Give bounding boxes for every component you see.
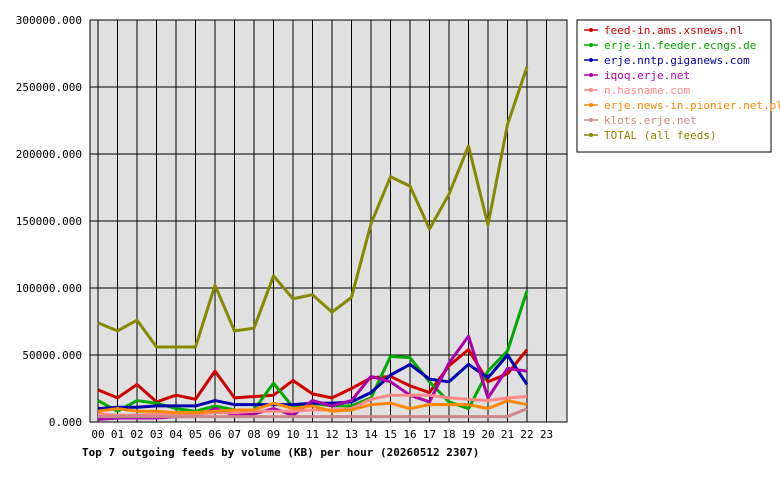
x-tick-label: 19	[462, 428, 475, 441]
x-tick-label: 03	[150, 428, 163, 441]
x-tick-label: 12	[325, 428, 338, 441]
legend-label: erje-in.feeder.ecngs.de	[604, 39, 756, 52]
legend-label: erje.news-in.pionier.net.pl	[604, 99, 780, 112]
legend: feed-in.ams.xsnews.nl erje-in.feeder.ecng…	[576, 19, 780, 153]
x-tick-label: 13	[345, 428, 358, 441]
legend-marker	[589, 118, 593, 122]
x-tick-label: 14	[364, 428, 378, 441]
legend-marker	[589, 88, 593, 92]
y-tick-label: 100000.000	[16, 282, 82, 295]
x-tick-label: 11	[306, 428, 319, 441]
legend-label: TOTAL (all feeds)	[604, 129, 717, 142]
series-line	[97, 393, 528, 417]
x-axis-ticks: 00 01 02 03 04 05 06 07 08 09 10 11 12 13 14 15 16 17 18 19…	[91, 428, 553, 441]
series-line	[98, 407, 528, 419]
legend-label: iqoq.erje.net	[604, 69, 690, 82]
legend-label: n.hasname.com	[604, 84, 690, 97]
grid-horizontal	[90, 86, 567, 356]
y-tick-label: 150000.000	[16, 215, 82, 228]
legend-marker	[589, 58, 593, 62]
legend-label: erje.nntp.giganews.com	[604, 54, 750, 67]
x-tick-label: 21	[501, 428, 514, 441]
x-tick-label: 20	[481, 428, 494, 441]
x-tick-label: 09	[267, 428, 280, 441]
x-tick-label: 06	[208, 428, 221, 441]
x-tick-label: 18	[442, 428, 455, 441]
x-tick-label: 08	[247, 428, 260, 441]
x-tick-label: 17	[423, 428, 436, 441]
legend-label: feed-in.ams.xsnews.nl	[604, 24, 743, 37]
x-tick-label: 23	[540, 428, 553, 441]
legend-box	[576, 19, 772, 153]
x-tick-label: 07	[228, 428, 241, 441]
y-tick-label: 250000.000	[16, 81, 82, 94]
x-tick-label: 00	[91, 428, 104, 441]
x-tick-label: 05	[189, 428, 202, 441]
y-tick-label: 300000.000	[16, 14, 82, 27]
x-tick-label: 01	[111, 428, 124, 441]
legend-marker	[589, 43, 593, 47]
series-line	[97, 348, 529, 404]
series-line	[97, 66, 529, 349]
x-tick-label: 02	[130, 428, 143, 441]
x-tick-label: 16	[403, 428, 416, 441]
x-tick-label: 22	[520, 428, 533, 441]
chart-title: Top 7 outgoing feeds by volume (KB) per …	[82, 446, 479, 459]
y-tick-label: 200000.000	[16, 148, 82, 161]
series-lines	[97, 66, 529, 421]
series-line	[97, 353, 529, 411]
legend-label: klots.erje.net	[604, 114, 697, 127]
legend-marker	[589, 103, 593, 107]
y-axis-ticks: 0.000 50000.000 100000.000 150000.000 200000…	[16, 14, 82, 429]
series-line	[97, 399, 528, 415]
x-tick-label: 10	[286, 428, 299, 441]
legend-marker	[589, 28, 593, 32]
legend-marker	[589, 73, 593, 77]
y-tick-label: 50000.000	[22, 349, 82, 362]
legend-marker	[589, 133, 593, 137]
x-tick-label: 04	[169, 428, 183, 441]
x-tick-label: 15	[384, 428, 397, 441]
y-tick-label: 0.000	[49, 416, 82, 429]
